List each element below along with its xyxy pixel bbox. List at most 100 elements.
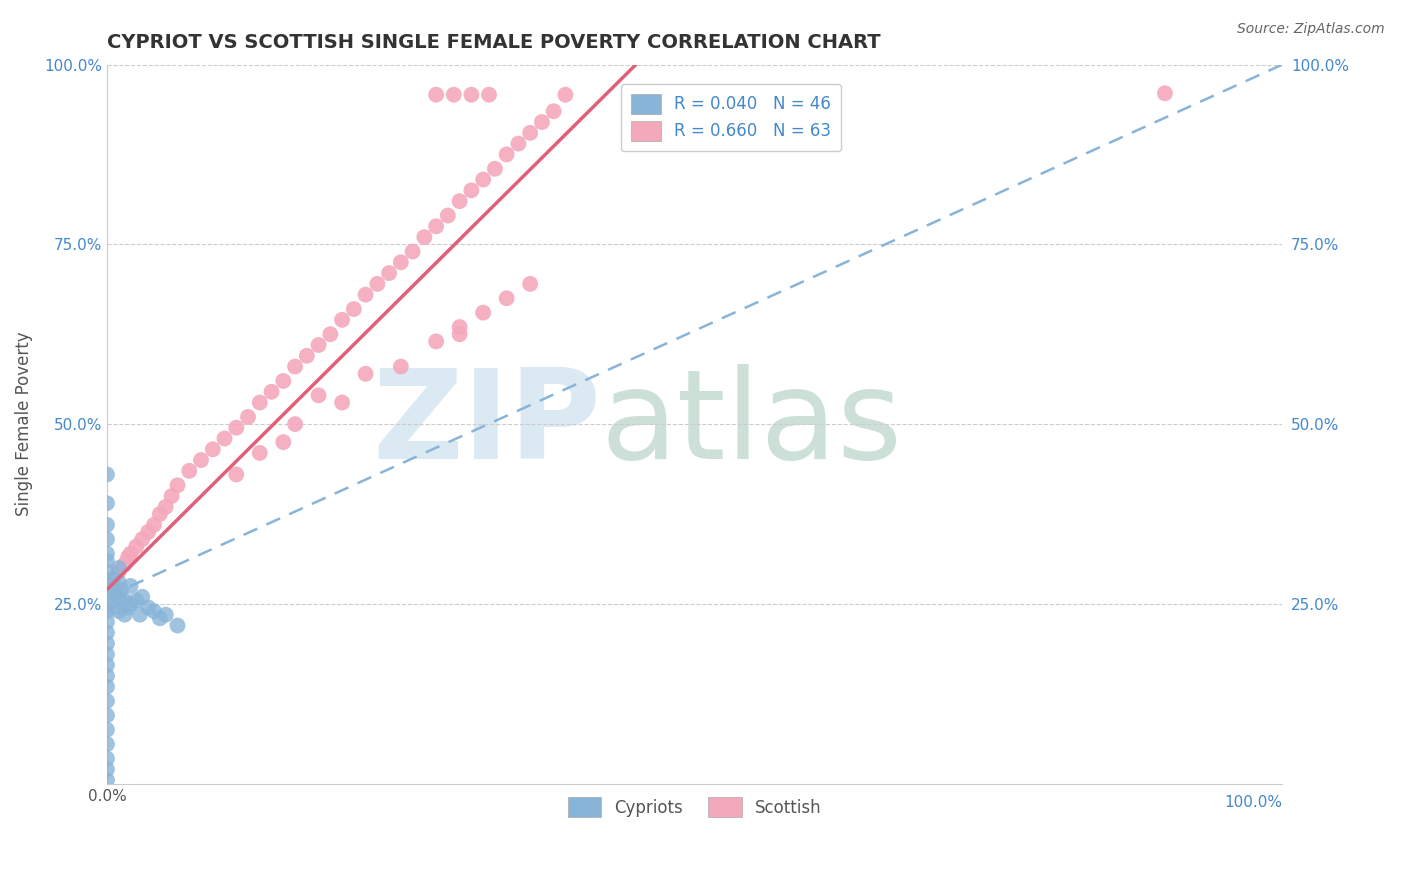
Point — [330, 313, 353, 327]
Point — [284, 417, 307, 431]
Point — [425, 334, 447, 349]
Point — [495, 147, 517, 161]
Point — [96, 532, 118, 546]
Point — [143, 604, 166, 618]
Point — [449, 320, 471, 334]
Point — [1154, 87, 1177, 101]
Point — [179, 464, 201, 478]
Point — [389, 255, 412, 269]
Point — [271, 435, 294, 450]
Point — [101, 582, 124, 597]
Point — [96, 586, 118, 600]
Point — [519, 126, 541, 140]
Point — [96, 604, 118, 618]
Point — [136, 600, 159, 615]
Point — [519, 277, 541, 291]
Point — [96, 547, 118, 561]
Point — [413, 230, 436, 244]
Point — [271, 374, 294, 388]
Point — [166, 478, 188, 492]
Point — [96, 723, 118, 737]
Point — [425, 219, 447, 234]
Point — [96, 467, 118, 482]
Point — [101, 600, 124, 615]
Point — [117, 600, 139, 615]
Point — [96, 680, 118, 694]
Point — [389, 359, 412, 374]
Point — [96, 554, 118, 568]
Point — [508, 136, 530, 151]
Point — [107, 565, 129, 579]
Point — [249, 446, 271, 460]
Point — [96, 737, 118, 751]
Point — [149, 507, 172, 521]
Point — [343, 301, 366, 316]
Point — [484, 161, 506, 176]
Point — [437, 209, 460, 223]
Point — [114, 593, 136, 607]
Point — [96, 565, 118, 579]
Point — [472, 305, 495, 319]
Point — [425, 87, 447, 102]
Point — [249, 395, 271, 409]
Point — [120, 597, 142, 611]
Point — [354, 287, 377, 301]
Point — [125, 593, 148, 607]
Point — [366, 277, 388, 291]
Point — [107, 604, 129, 618]
Point — [449, 194, 471, 209]
Point — [107, 575, 129, 590]
Point — [543, 104, 565, 119]
Point — [354, 367, 377, 381]
Point — [120, 579, 142, 593]
Point — [155, 607, 177, 622]
Point — [478, 87, 501, 102]
Point — [378, 266, 401, 280]
Point — [96, 751, 118, 765]
Point — [214, 432, 236, 446]
Point — [125, 540, 148, 554]
Point — [107, 590, 129, 604]
Text: CYPRIOT VS SCOTTISH SINGLE FEMALE POVERTY CORRELATION CHART: CYPRIOT VS SCOTTISH SINGLE FEMALE POVERT… — [107, 33, 880, 52]
Point — [128, 607, 150, 622]
Text: 100.0%: 100.0% — [1225, 795, 1282, 810]
Point — [96, 647, 118, 661]
Point — [225, 467, 247, 482]
Point — [443, 87, 465, 102]
Point — [136, 524, 159, 539]
Point — [330, 395, 353, 409]
Point — [96, 669, 118, 683]
Text: ZIP: ZIP — [373, 364, 600, 484]
Point — [131, 532, 153, 546]
Point — [319, 327, 342, 342]
Point — [117, 550, 139, 565]
Point — [149, 611, 172, 625]
Point — [308, 388, 330, 402]
Point — [160, 489, 183, 503]
Point — [114, 607, 136, 622]
Point — [166, 618, 188, 632]
Point — [120, 547, 142, 561]
Point — [143, 517, 166, 532]
Point — [114, 558, 136, 572]
Point — [96, 708, 118, 723]
Point — [96, 597, 118, 611]
Point — [295, 349, 318, 363]
Y-axis label: Single Female Poverty: Single Female Poverty — [15, 332, 32, 516]
Point — [449, 327, 471, 342]
Point — [101, 572, 124, 586]
Text: Source: ZipAtlas.com: Source: ZipAtlas.com — [1237, 22, 1385, 37]
Point — [96, 615, 118, 629]
Point — [495, 291, 517, 305]
Point — [107, 561, 129, 575]
Point — [96, 636, 118, 650]
Point — [530, 115, 553, 129]
Point — [472, 172, 495, 186]
Point — [96, 625, 118, 640]
Point — [155, 500, 177, 514]
Point — [460, 183, 482, 197]
Point — [236, 409, 259, 424]
Legend: Cypriots, Scottish: Cypriots, Scottish — [560, 789, 830, 826]
Point — [401, 244, 423, 259]
Point — [554, 87, 576, 102]
